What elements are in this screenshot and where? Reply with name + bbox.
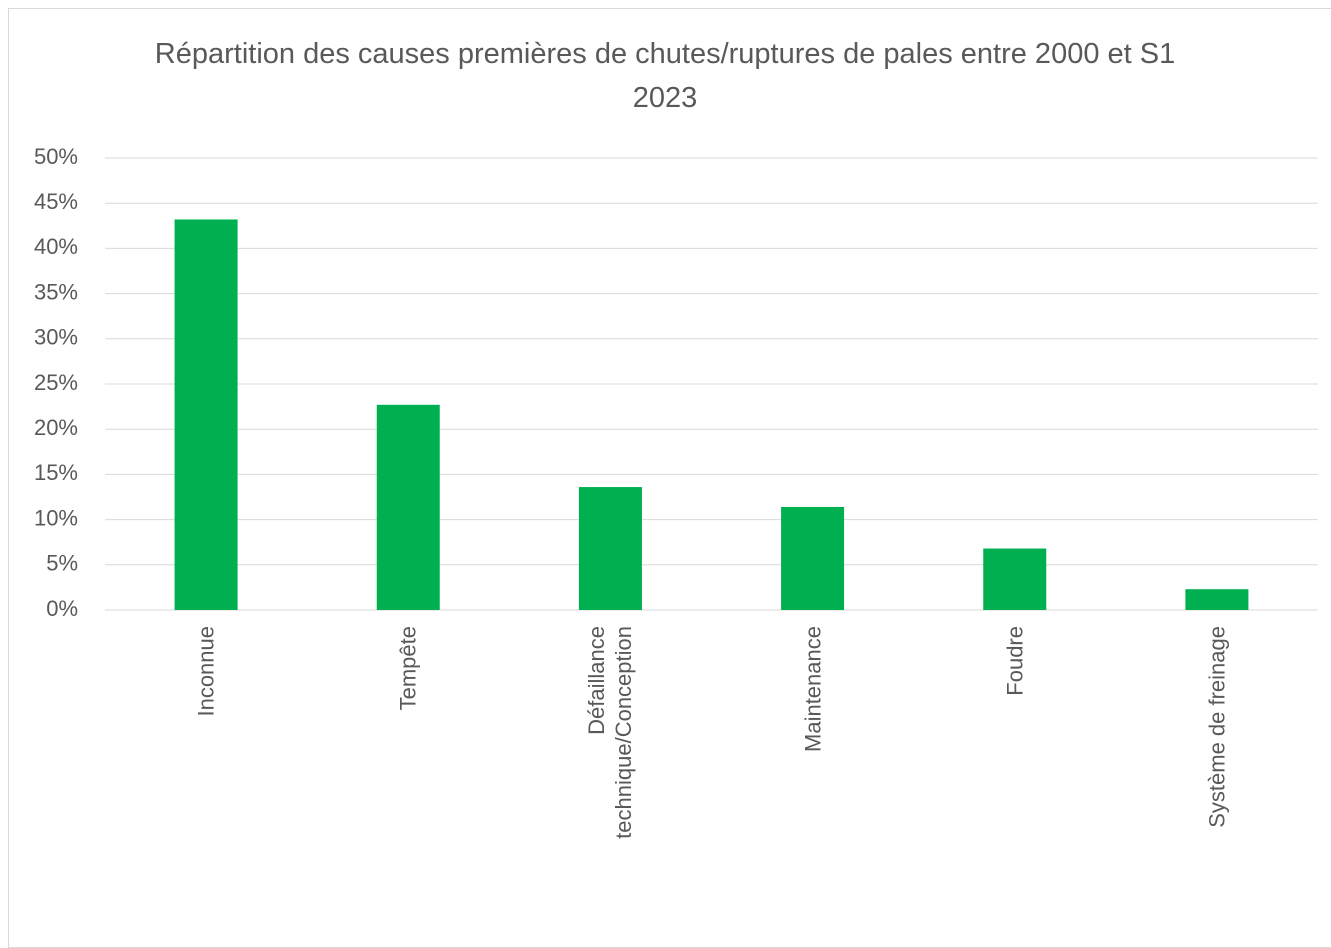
y-tick-label: 20% <box>34 415 78 440</box>
bar <box>578 487 642 610</box>
y-tick-label: 0% <box>46 596 78 621</box>
y-tick-label: 35% <box>34 279 78 304</box>
y-tick-label: 5% <box>46 551 78 576</box>
y-tick-label: 50% <box>34 144 78 169</box>
y-tick-label: 15% <box>34 460 78 485</box>
x-tick-label: Maintenance <box>800 626 826 752</box>
x-tick-label: Défaillance technique/Conception <box>584 626 637 839</box>
x-tick-label: Inconnue <box>193 626 219 717</box>
x-tick-label: Tempête <box>395 626 421 711</box>
x-tick-label: Système de freinage <box>1204 626 1230 828</box>
bar <box>174 219 238 611</box>
bar <box>1185 589 1249 610</box>
y-tick-label: 40% <box>34 234 78 259</box>
bar <box>781 506 845 610</box>
bar <box>983 548 1047 610</box>
y-tick-label: 30% <box>34 325 78 350</box>
y-tick-label: 10% <box>34 505 78 530</box>
chart-title: Répartition des causes premières de chut… <box>154 38 1176 114</box>
y-tick-label: 45% <box>34 189 78 214</box>
x-tick-label: Foudre <box>1002 626 1028 696</box>
y-tick-label: 25% <box>34 370 78 395</box>
bar <box>376 404 440 610</box>
